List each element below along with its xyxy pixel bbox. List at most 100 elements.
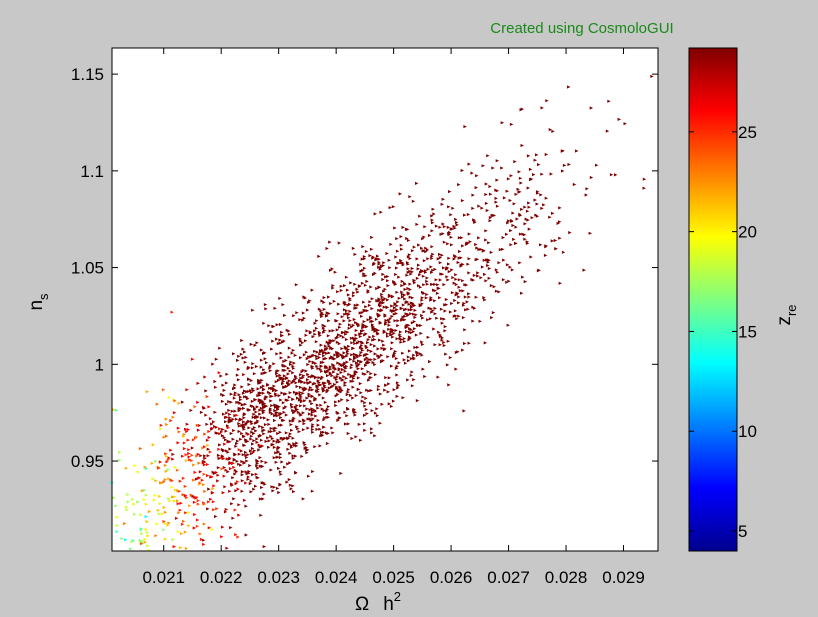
- scatter-point: [436, 257, 441, 261]
- scatter-point: [381, 298, 386, 302]
- scatter-point: [378, 301, 383, 305]
- scatter-point: [157, 466, 161, 470]
- scatter-point: [364, 353, 368, 357]
- scatter-point: [338, 325, 342, 329]
- scatter-point: [201, 483, 206, 487]
- scatter-point: [352, 336, 356, 340]
- scatter-point: [336, 312, 340, 316]
- scatter-point: [335, 319, 339, 323]
- scatter-point: [413, 345, 417, 350]
- scatter-point: [495, 159, 500, 163]
- scatter-point: [196, 381, 200, 385]
- scatter-point: [358, 382, 363, 386]
- scatter-point: [193, 512, 197, 517]
- scatter-point: [311, 469, 315, 474]
- scatter-point: [344, 275, 349, 279]
- scatter-point: [246, 367, 250, 371]
- scatter-point: [377, 257, 381, 261]
- scatter-point: [307, 412, 312, 416]
- scatter-point: [405, 273, 409, 277]
- scatter-point: [330, 267, 334, 271]
- scatter-point: [337, 417, 341, 421]
- scatter-point: [302, 374, 306, 378]
- scatter-point: [115, 523, 120, 528]
- scatter-point: [408, 287, 412, 292]
- scatter-point: [365, 388, 369, 392]
- scatter-point: [185, 388, 189, 392]
- scatter-point: [237, 452, 242, 456]
- scatter-point: [249, 479, 253, 483]
- scatter-point: [485, 258, 489, 262]
- scatter-point: [346, 352, 350, 356]
- scatter-point: [230, 409, 235, 413]
- scatter-point: [365, 356, 369, 360]
- scatter-point: [364, 274, 368, 278]
- scatter-point: [585, 187, 589, 191]
- scatter-point: [415, 257, 419, 261]
- scatter-point: [254, 484, 258, 488]
- scatter-point: [207, 429, 211, 434]
- scatter-point: [245, 455, 249, 459]
- scatter-point: [221, 491, 226, 495]
- scatter-point: [192, 500, 197, 504]
- scatter-point: [288, 451, 292, 455]
- scatter-point: [365, 279, 369, 283]
- scatter-point: [387, 320, 392, 324]
- scatter-point: [472, 273, 477, 277]
- scatter-point: [145, 520, 149, 524]
- scatter-point: [324, 348, 328, 352]
- scatter-point: [480, 206, 484, 210]
- scatter-point: [303, 446, 307, 450]
- scatter-point: [518, 261, 522, 265]
- scatter-point: [281, 382, 285, 386]
- scatter-point: [339, 387, 343, 391]
- scatter-point: [436, 375, 440, 379]
- scatter-point: [255, 405, 260, 409]
- scatter-point: [237, 393, 241, 397]
- scatter-point: [302, 419, 307, 423]
- scatter-point: [266, 418, 270, 422]
- scatter-point: [343, 365, 347, 369]
- scatter-point: [285, 376, 289, 380]
- scatter-point: [526, 154, 531, 158]
- scatter-point: [226, 426, 231, 430]
- scatter-point: [305, 357, 310, 361]
- scatter-point: [218, 427, 222, 431]
- scatter-point: [233, 508, 237, 512]
- scatter-point: [328, 365, 333, 369]
- x-tick-label: 0.025: [372, 568, 415, 587]
- scatter-point: [438, 252, 442, 256]
- scatter-point: [138, 538, 143, 542]
- scatter-point: [241, 356, 245, 360]
- scatter-point: [306, 362, 310, 367]
- scatter-point: [386, 298, 390, 302]
- scatter-point: [274, 392, 278, 396]
- scatter-point: [406, 238, 411, 242]
- scatter-point: [558, 220, 562, 224]
- scatter-point: [311, 417, 315, 421]
- scatter-point: [321, 389, 326, 393]
- scatter-point: [369, 372, 373, 376]
- scatter-point: [167, 477, 171, 481]
- scatter-point: [259, 365, 264, 369]
- scatter-point: [139, 542, 144, 546]
- scatter-point: [263, 416, 267, 420]
- scatter-point: [183, 484, 188, 488]
- scatter-point: [253, 406, 257, 410]
- scatter-point: [471, 193, 475, 197]
- x-tick-label: 0.023: [257, 568, 300, 587]
- scatter-point: [262, 409, 266, 413]
- scatter-point: [484, 229, 488, 233]
- scatter-point: [411, 330, 416, 334]
- scatter-point: [388, 206, 392, 210]
- scatter-point: [395, 381, 400, 385]
- scatter-point: [273, 403, 277, 407]
- scatter-point: [374, 317, 379, 321]
- scatter-point: [331, 284, 335, 288]
- scatter-point: [459, 256, 463, 260]
- scatter-point: [305, 329, 309, 333]
- scatter-point: [196, 400, 200, 404]
- scatter-point: [145, 530, 149, 535]
- scatter-point: [445, 363, 450, 367]
